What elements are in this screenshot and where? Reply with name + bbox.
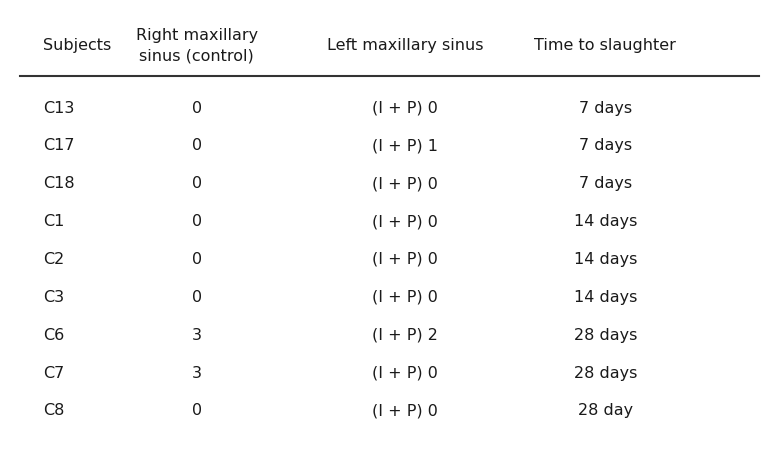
- Text: C7: C7: [43, 366, 64, 381]
- Text: C8: C8: [43, 403, 64, 418]
- Text: Time to slaughter: Time to slaughter: [534, 38, 676, 53]
- Text: 0: 0: [192, 290, 202, 305]
- Text: 0: 0: [192, 101, 202, 116]
- Text: 3: 3: [192, 328, 202, 343]
- Text: (I + P) 1: (I + P) 1: [372, 138, 438, 153]
- Text: 0: 0: [192, 214, 202, 229]
- Text: 0: 0: [192, 176, 202, 191]
- Text: (I + P) 0: (I + P) 0: [372, 403, 438, 418]
- Text: 28 days: 28 days: [573, 328, 637, 343]
- Text: 7 days: 7 days: [579, 176, 632, 191]
- Text: C13: C13: [43, 101, 74, 116]
- Text: C18: C18: [43, 176, 74, 191]
- Text: (I + P) 0: (I + P) 0: [372, 252, 438, 267]
- Text: 0: 0: [192, 252, 202, 267]
- Text: Right maxillary
sinus (control): Right maxillary sinus (control): [136, 28, 258, 63]
- Text: 28 day: 28 day: [578, 403, 633, 418]
- Text: (I + P) 0: (I + P) 0: [372, 366, 438, 381]
- Text: (I + P) 0: (I + P) 0: [372, 290, 438, 305]
- Text: 0: 0: [192, 138, 202, 153]
- Text: Subjects: Subjects: [43, 38, 111, 53]
- Text: 7 days: 7 days: [579, 138, 632, 153]
- Text: 7 days: 7 days: [579, 101, 632, 116]
- Text: (I + P) 2: (I + P) 2: [372, 328, 438, 343]
- Text: Left maxillary sinus: Left maxillary sinus: [326, 38, 483, 53]
- Text: 14 days: 14 days: [573, 252, 637, 267]
- Text: 28 days: 28 days: [573, 366, 637, 381]
- Text: C6: C6: [43, 328, 64, 343]
- Text: 3: 3: [192, 366, 202, 381]
- Text: C1: C1: [43, 214, 64, 229]
- Text: C3: C3: [43, 290, 64, 305]
- Text: 14 days: 14 days: [573, 290, 637, 305]
- Text: (I + P) 0: (I + P) 0: [372, 214, 438, 229]
- Text: (I + P) 0: (I + P) 0: [372, 101, 438, 116]
- Text: C2: C2: [43, 252, 64, 267]
- Text: (I + P) 0: (I + P) 0: [372, 176, 438, 191]
- Text: 0: 0: [192, 403, 202, 418]
- Text: C17: C17: [43, 138, 74, 153]
- Text: 14 days: 14 days: [573, 214, 637, 229]
